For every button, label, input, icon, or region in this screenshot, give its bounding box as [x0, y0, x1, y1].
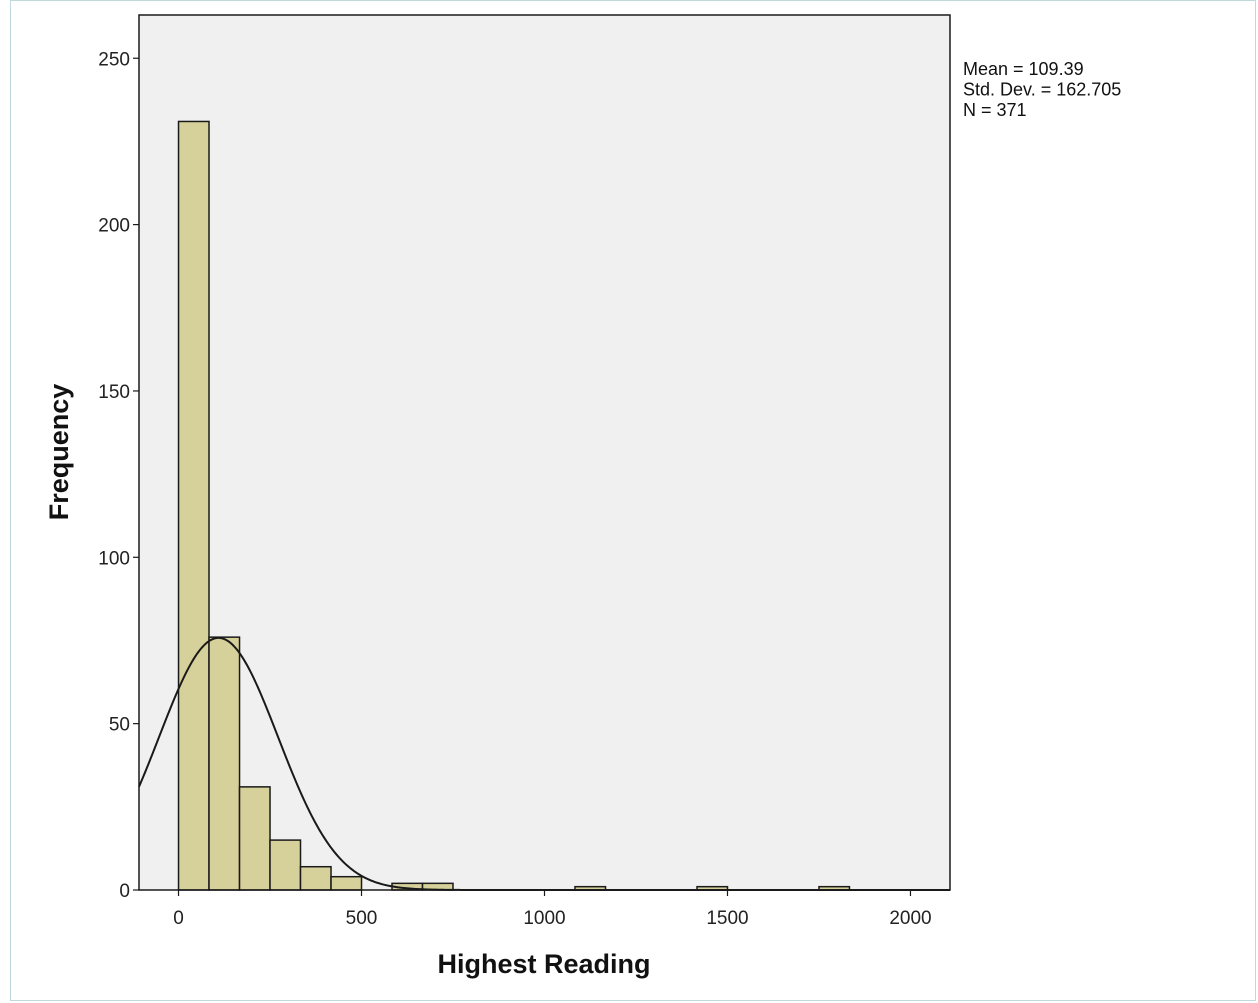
x-tick-label: 1000 [523, 908, 565, 929]
y-axis-title: Frequency [44, 384, 74, 521]
histogram-bar [208, 636, 241, 891]
y-tick-label: 100 [98, 548, 130, 569]
y-tick-label: 0 [119, 881, 130, 902]
y-tick-label: 150 [98, 382, 130, 403]
stats-line: Mean = 109.39 [963, 59, 1084, 79]
histogram-bars [177, 120, 851, 891]
x-axis-title: Highest Reading [437, 949, 650, 979]
histogram-bar [238, 786, 271, 891]
y-tick-label: 50 [109, 715, 130, 736]
stats-line: N = 371 [963, 100, 1027, 120]
x-tick-label: 500 [346, 908, 378, 929]
histogram-bar [177, 120, 210, 891]
plot-area [139, 15, 950, 890]
x-tick-label: 1500 [706, 908, 748, 929]
histogram-bar [269, 839, 302, 891]
y-axis: 0 50 100 150 200 250 [98, 49, 139, 902]
x-tick-label: 2000 [889, 908, 931, 929]
histogram-bar [330, 875, 363, 891]
y-tick-label: 200 [98, 216, 130, 237]
x-tick-label: 0 [173, 908, 184, 929]
stats-line: Std. Dev. = 162.705 [963, 80, 1121, 100]
y-tick-label: 250 [98, 49, 130, 70]
histogram-bar [299, 865, 332, 891]
x-axis: 0 500 1000 1500 2000 [173, 890, 932, 929]
